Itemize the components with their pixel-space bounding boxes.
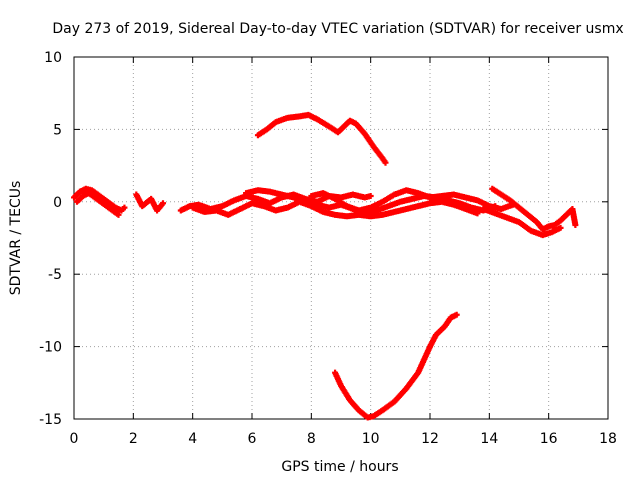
series-arc-low <box>332 311 460 421</box>
chart-title: Day 273 of 2019, Sidereal Day-to-day VTE… <box>52 21 623 37</box>
y-tick-label: 0 <box>53 195 62 211</box>
data-point-marker <box>121 204 128 211</box>
series-arc-early-b <box>73 190 122 218</box>
x-tick-label: 0 <box>70 431 79 447</box>
series-arc-late-b <box>480 206 564 239</box>
x-tick-label: 6 <box>248 431 257 447</box>
x-tick-label: 14 <box>480 431 498 447</box>
data-point-marker <box>382 159 389 166</box>
x-axis-ticks: 0 2 4 6 8 10 12 14 16 18 <box>70 57 617 447</box>
data-point-marker <box>160 200 166 207</box>
x-axis-label: GPS time / hours <box>281 459 398 475</box>
x-tick-label: 18 <box>599 431 617 447</box>
y-tick-label: -5 <box>48 267 62 283</box>
gridlines <box>74 57 608 419</box>
x-tick-label: 8 <box>307 431 316 447</box>
series-arc-early-c <box>133 191 166 214</box>
data-points <box>71 111 579 421</box>
series-arc-late <box>489 185 579 233</box>
data-point-marker <box>367 193 374 200</box>
data-point-marker <box>557 224 564 231</box>
y-tick-label: 10 <box>44 50 62 66</box>
y-axis-ticks: -15 -10 -5 0 5 10 <box>39 50 608 428</box>
y-tick-label: -10 <box>39 340 62 356</box>
x-tick-label: 16 <box>540 431 558 447</box>
series-arc-mid-d <box>308 187 517 214</box>
x-tick-label: 12 <box>421 431 439 447</box>
x-tick-label: 10 <box>362 431 380 447</box>
data-point-marker <box>115 211 122 218</box>
data-point-marker <box>572 221 579 228</box>
x-tick-label: 2 <box>129 431 138 447</box>
plot-frame <box>73 56 609 420</box>
x-tick-label: 4 <box>188 431 197 447</box>
data-point-marker <box>453 311 460 318</box>
y-axis-label: SDTVAR / TECUs <box>8 181 24 296</box>
series-arc-high <box>254 111 389 166</box>
y-tick-label: 5 <box>53 122 62 138</box>
y-tick-label: -15 <box>39 412 62 428</box>
